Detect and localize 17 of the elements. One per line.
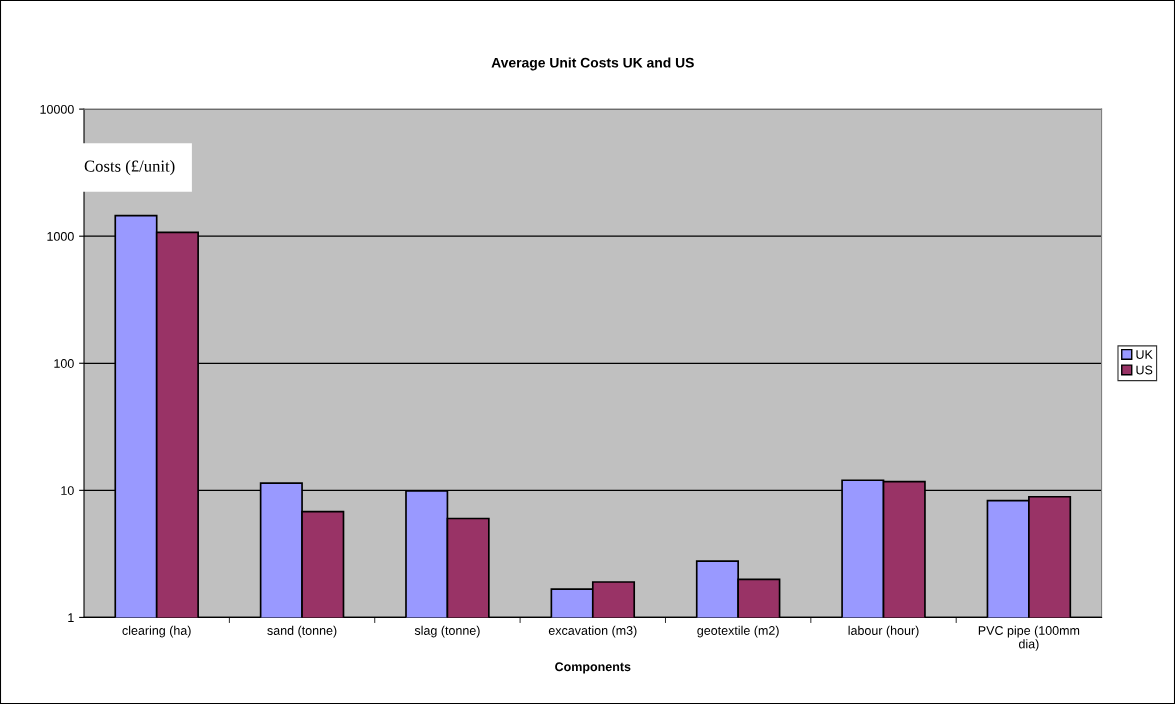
x-axis-title: Components <box>555 662 631 674</box>
y-tick-label: 1000 <box>47 231 74 241</box>
y-axis-title: Costs (£/unit) <box>84 160 175 176</box>
x-tick-label: labour (hour) <box>848 625 919 638</box>
x-tick-label: clearing (ha) <box>122 625 191 638</box>
y-tick-label: 10000 <box>40 104 74 114</box>
y-tick-label: 1 <box>68 613 74 622</box>
x-tick-label: excavation (m3) <box>548 625 637 638</box>
x-tick-label: geotextile (m2) <box>697 625 779 638</box>
y-tick-label: 10 <box>61 486 74 495</box>
x-tick-label: sand (tonne) <box>267 625 337 638</box>
x-tick-label: PVC pipe (100mm dia) <box>978 625 1080 651</box>
chart-title: Average Unit Costs UK and US <box>491 57 694 71</box>
legend-label: US <box>1136 365 1153 375</box>
x-tick-label: slag (tonne) <box>414 625 480 638</box>
legend-label: UK <box>1136 350 1153 359</box>
y-tick-label: 100 <box>54 359 74 368</box>
